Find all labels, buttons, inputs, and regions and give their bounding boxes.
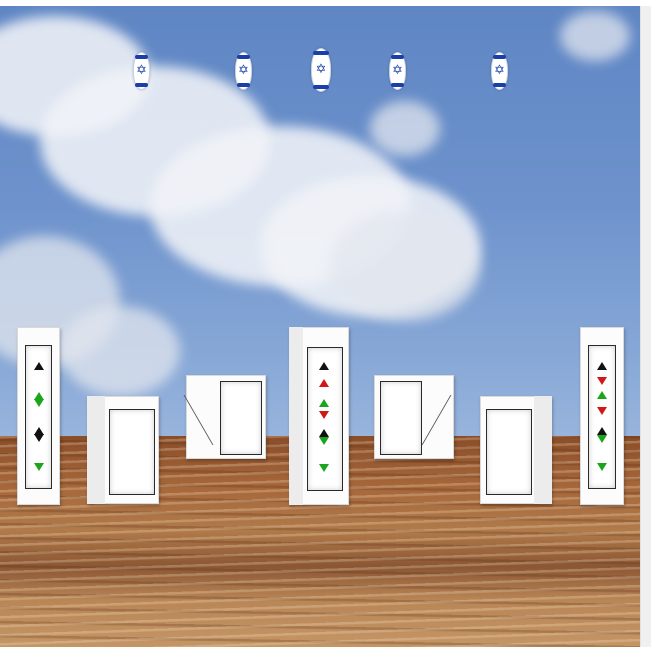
- star-of-david-lantern[interactable]: ✡: [491, 52, 508, 90]
- crate-panel: [220, 381, 262, 455]
- red-marker-icon: [597, 377, 607, 385]
- crate-center-left[interactable]: [183, 375, 266, 459]
- star-of-david-lantern[interactable]: ✡: [311, 48, 331, 92]
- crate-left[interactable]: [87, 396, 159, 504]
- star-of-david-icon: ✡: [238, 63, 249, 78]
- crate-panel: [109, 409, 155, 495]
- black-marker-icon: [34, 434, 44, 442]
- cloud: [560, 11, 630, 61]
- black-marker-icon: [34, 427, 44, 435]
- pillar-left[interactable]: [17, 327, 60, 505]
- sky-background: [0, 6, 640, 436]
- green-marker-icon: [34, 463, 44, 471]
- star-of-david-icon: ✡: [315, 62, 327, 77]
- green-marker-icon: [597, 391, 607, 399]
- green-marker-icon: [597, 435, 607, 443]
- cloud: [370, 101, 440, 156]
- star-of-david-lantern[interactable]: ✡: [133, 52, 150, 90]
- star-of-david-icon: ✡: [392, 63, 403, 78]
- cloud: [330, 211, 480, 321]
- green-marker-icon: [34, 399, 44, 407]
- green-marker-icon: [34, 392, 44, 400]
- red-marker-icon: [319, 411, 329, 419]
- crate-panel: [380, 381, 422, 455]
- crate-edge: [421, 395, 452, 445]
- crate-panel: [486, 409, 532, 495]
- star-of-david-lantern[interactable]: ✡: [235, 52, 252, 90]
- pillar-center[interactable]: [289, 327, 349, 505]
- star-of-david-lantern[interactable]: ✡: [389, 52, 406, 90]
- crate-side: [87, 396, 105, 504]
- green-marker-icon: [319, 464, 329, 472]
- crate-right[interactable]: [480, 396, 552, 504]
- cloud: [60, 306, 180, 396]
- black-marker-icon: [34, 362, 44, 370]
- crate-side: [534, 396, 552, 504]
- red-marker-icon: [319, 379, 329, 387]
- crate-edge: [183, 395, 214, 445]
- crate-center-right[interactable]: [374, 375, 454, 459]
- green-marker-icon: [319, 437, 329, 445]
- green-marker-icon: [597, 463, 607, 471]
- star-of-david-icon: ✡: [494, 63, 505, 78]
- black-marker-icon: [597, 362, 607, 370]
- black-marker-icon: [597, 427, 607, 435]
- vertical-scrollbar[interactable]: [640, 6, 651, 647]
- pillar-side: [289, 327, 303, 505]
- red-marker-icon: [597, 407, 607, 415]
- pillar-right[interactable]: [580, 327, 624, 505]
- black-marker-icon: [319, 362, 329, 370]
- game-viewport[interactable]: ✡ ✡ ✡ ✡ ✡: [0, 6, 640, 647]
- star-of-david-icon: ✡: [136, 63, 147, 78]
- black-marker-icon: [319, 429, 329, 437]
- green-marker-icon: [319, 399, 329, 407]
